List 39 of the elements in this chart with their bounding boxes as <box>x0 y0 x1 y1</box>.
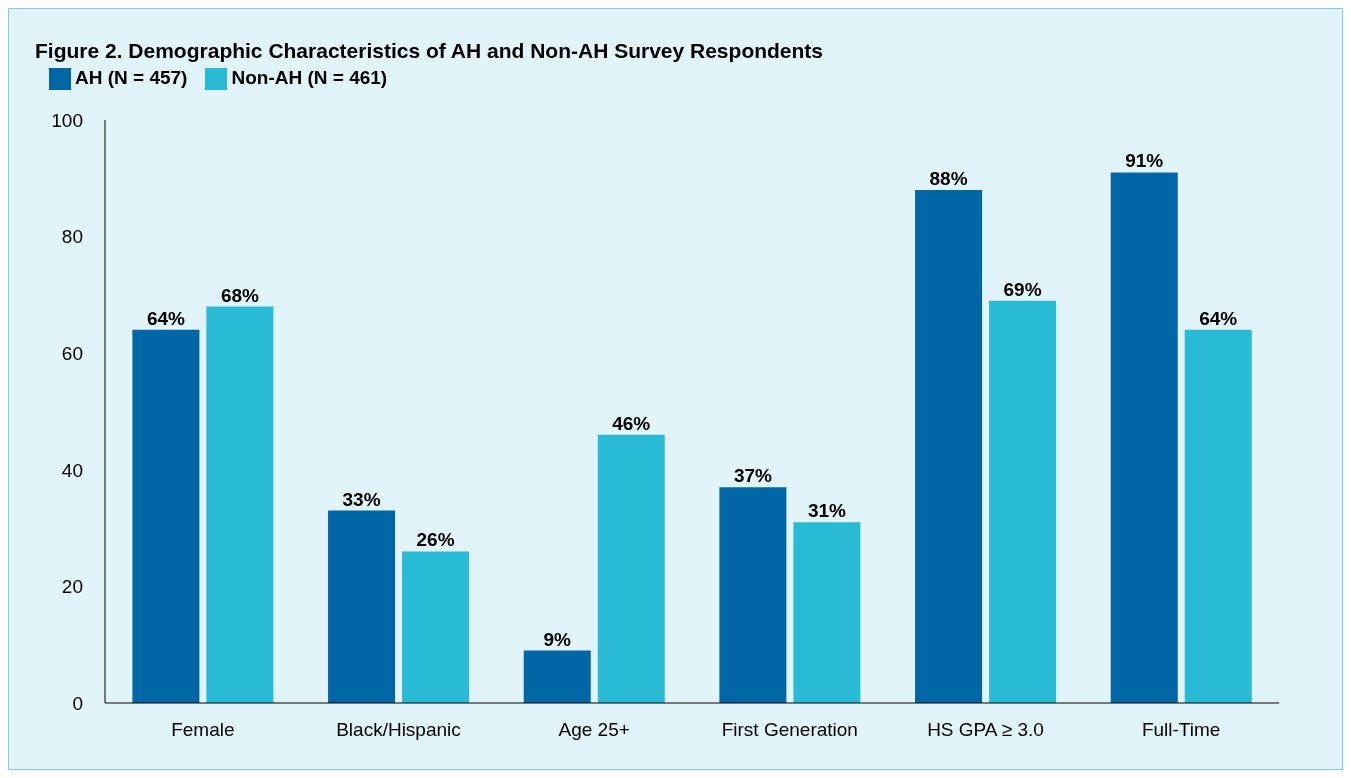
y-tick-label: 40 <box>61 459 83 481</box>
x-tick-label: Age 25+ <box>558 719 630 741</box>
data-label: 64% <box>1199 307 1238 329</box>
chart-title: Figure 2. Demographic Characteristics of AH and Non-AH Survey Respondents <box>35 39 824 63</box>
x-tick-label: Female <box>171 719 235 741</box>
y-tick-label: 100 <box>51 109 83 131</box>
bar <box>523 650 591 703</box>
legend-label: AH (N = 457) <box>75 67 188 88</box>
bar <box>328 510 396 703</box>
data-label: 26% <box>416 529 455 551</box>
data-label: 37% <box>733 465 773 487</box>
data-label: 46% <box>612 412 651 434</box>
data-label: 31% <box>807 500 847 522</box>
x-tick-label: First Generation <box>721 719 858 741</box>
bar <box>719 487 787 703</box>
bar <box>1110 172 1178 703</box>
bar <box>1184 329 1252 703</box>
bar <box>597 434 665 703</box>
bar <box>989 300 1057 703</box>
legend-label: Non-AH (N = 461) <box>231 67 388 88</box>
bar <box>915 189 983 703</box>
y-tick-label: 80 <box>61 226 83 248</box>
data-label: 9% <box>543 628 572 650</box>
x-tick-label: Full-Time <box>1141 719 1221 741</box>
x-tick-label: Black/Hispanic <box>336 719 461 741</box>
y-tick-label: 60 <box>61 342 83 364</box>
y-tick-label: 0 <box>72 692 83 714</box>
data-label: 64% <box>146 307 186 329</box>
y-tick-label: 20 <box>61 576 83 598</box>
data-label: 33% <box>342 488 381 510</box>
data-label: 68% <box>220 284 260 306</box>
bar <box>402 551 470 703</box>
data-label: 91% <box>1125 150 1164 172</box>
bar <box>206 306 274 703</box>
bar <box>793 522 861 703</box>
x-tick-label: HS GPA ≥ 3.0 <box>927 719 1044 741</box>
data-label: 69% <box>1003 278 1042 300</box>
bar <box>132 329 200 703</box>
data-label: 88% <box>929 167 968 189</box>
